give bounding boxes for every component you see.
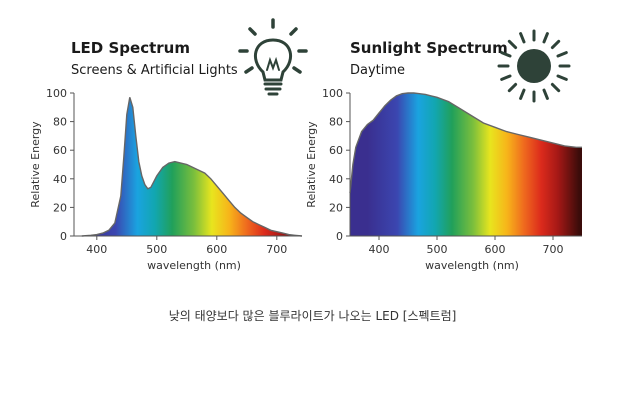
y-tick-label: 20: [53, 201, 67, 214]
x-tick-label: 700: [543, 243, 564, 256]
y-tick-label: 100: [46, 87, 67, 100]
x-axis-label: wavelength (nm): [147, 259, 241, 272]
spectrum-line: [349, 92, 582, 194]
x-tick-label: 500: [146, 243, 167, 256]
x-tick-label: 400: [369, 243, 390, 256]
x-tick-label: 600: [206, 243, 227, 256]
y-tick-label: 40: [329, 173, 343, 186]
chart-subtitle: Screens & Artificial Lights: [71, 63, 238, 78]
spectrum-area: [81, 97, 302, 236]
y-tick-label: 100: [322, 87, 343, 100]
spectrum-figure: LED Spectrum Screens & Artificial Lights…: [29, 18, 582, 272]
y-tick-label: 60: [329, 144, 343, 157]
x-tick-label: 700: [266, 243, 287, 256]
spectrum-line: [81, 97, 303, 237]
y-tick-label: 60: [53, 144, 67, 157]
y-axis-label: Relative Energy: [29, 121, 42, 208]
sunlight-spectrum-chart: 0 20 40 60 80 100 400 500 600 700 wavelength (nm) R…: [305, 87, 582, 272]
y-tick-label: 0: [60, 230, 67, 243]
chart-title: Sunlight Spectrum: [350, 39, 508, 57]
sun-icon: [497, 29, 571, 103]
led-spectrum-chart: 0 20 40 60 80 100 400 500 600 700 wavelength (nm) R…: [29, 87, 303, 272]
figure-caption: 낮의 태양보다 많은 블루라이트가 나오는 LED [스펙트럼]: [168, 309, 457, 323]
chart-subtitle: Daytime: [350, 63, 405, 78]
y-axis-label: Relative Energy: [305, 121, 318, 208]
spectrum-area: [350, 93, 582, 236]
x-axis-label: wavelength (nm): [425, 259, 519, 272]
y-tick-label: 80: [53, 116, 67, 129]
x-tick-label: 600: [485, 243, 506, 256]
y-tick-label: 80: [329, 116, 343, 129]
x-tick-label: 500: [427, 243, 448, 256]
y-tick-label: 40: [53, 173, 67, 186]
y-tick-label: 20: [329, 201, 343, 214]
light-bulb-icon: [238, 18, 308, 96]
x-tick-label: 400: [86, 243, 107, 256]
y-tick-label: 0: [336, 230, 343, 243]
chart-title: LED Spectrum: [71, 39, 190, 57]
